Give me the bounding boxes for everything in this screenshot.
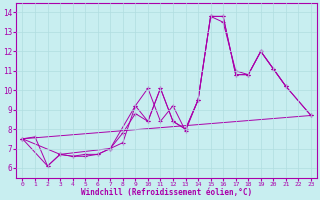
X-axis label: Windchill (Refroidissement éolien,°C): Windchill (Refroidissement éolien,°C) bbox=[81, 188, 252, 197]
